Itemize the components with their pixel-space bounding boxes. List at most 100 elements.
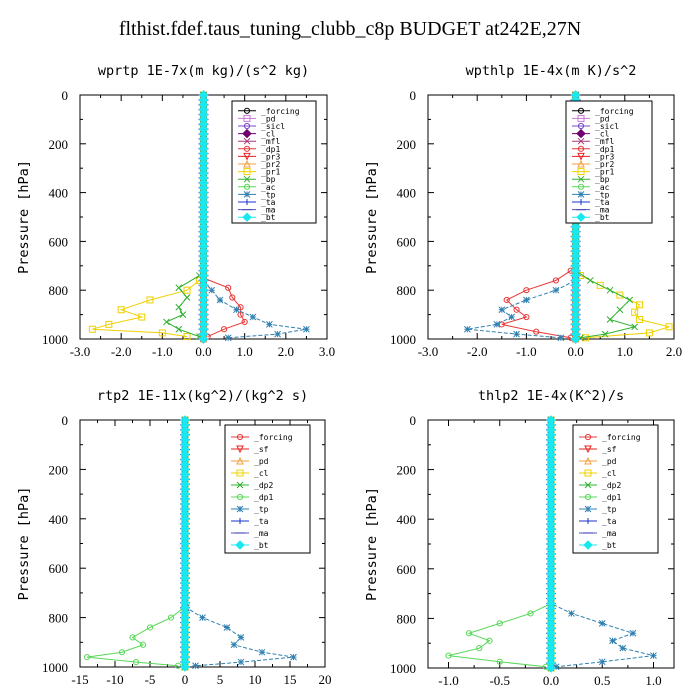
x-tick-label: -2.0 bbox=[467, 344, 488, 359]
data-point bbox=[552, 286, 560, 294]
legend-label: _mfl bbox=[261, 137, 280, 146]
data-point bbox=[619, 644, 627, 652]
x-tick-label: -10 bbox=[106, 672, 123, 687]
legend-marker bbox=[576, 128, 586, 139]
legend-marker bbox=[577, 107, 585, 114]
x-tick-label: 2.0 bbox=[666, 344, 682, 359]
y-tick-label: 0 bbox=[410, 413, 417, 428]
data-point bbox=[175, 303, 183, 311]
data-point bbox=[486, 637, 493, 644]
x-tick-label: -0.5 bbox=[489, 673, 510, 688]
x-tick-label: 0.0 bbox=[543, 673, 559, 688]
y-tick-label: 0 bbox=[410, 88, 417, 103]
data-point bbox=[503, 296, 510, 304]
legend-marker bbox=[584, 456, 592, 465]
data-point bbox=[258, 648, 266, 656]
legend: _forcing _sf _pd _cl _dp2 _dp1 _tp _ta _ma _bt bbox=[572, 424, 659, 554]
data-point bbox=[183, 294, 191, 301]
legend: _forcing _sf _pd _cl _dp2 _dp1 _tp _ta _ma _bt bbox=[224, 424, 311, 554]
data-point bbox=[636, 315, 644, 323]
legend-label: _forcing bbox=[261, 107, 300, 116]
data-point bbox=[237, 634, 245, 641]
data-point bbox=[596, 281, 604, 289]
legend-label: _cl bbox=[595, 130, 610, 139]
legend-marker bbox=[577, 159, 585, 168]
legend-marker bbox=[243, 145, 251, 152]
x-tick-label: 1.0 bbox=[617, 344, 633, 359]
legend-label: _tp bbox=[595, 190, 610, 199]
y-tick-label: 200 bbox=[49, 137, 69, 152]
legend-label: _ac bbox=[595, 183, 610, 192]
series-line bbox=[467, 95, 577, 339]
data-point bbox=[496, 658, 503, 665]
y-tick-label: 600 bbox=[397, 562, 417, 577]
data-point bbox=[523, 313, 530, 321]
data-point bbox=[626, 296, 634, 304]
data-point bbox=[198, 334, 209, 344]
panel-title: wprtp 1E-7x(m kg)/(s^2 kg) bbox=[98, 63, 309, 79]
legend-marker bbox=[243, 152, 251, 161]
legend-marker bbox=[577, 114, 585, 122]
legend-label: _ma bbox=[254, 529, 269, 538]
data-point bbox=[523, 287, 530, 294]
legend-label: _sicl bbox=[595, 122, 619, 131]
chart-panel-thlp2: thlp2 1E-4x(K^2)/s Pressure [hPa] -1.0 -0.5… bbox=[364, 388, 675, 688]
legend-label: _ac bbox=[261, 183, 276, 192]
data-point bbox=[552, 663, 560, 671]
data-point bbox=[175, 284, 183, 292]
data-point bbox=[223, 624, 231, 631]
y-tick-label: 0 bbox=[62, 413, 69, 428]
legend-marker bbox=[584, 445, 592, 454]
data-point bbox=[180, 662, 190, 672]
data-point bbox=[132, 658, 140, 666]
y-axis-label: Pressure [hPa] bbox=[364, 160, 380, 274]
data-point bbox=[513, 306, 520, 313]
data-point bbox=[192, 662, 199, 670]
series-line bbox=[165, 95, 204, 338]
data-point bbox=[650, 652, 657, 659]
data-point bbox=[598, 658, 606, 666]
data-point bbox=[508, 313, 515, 321]
data-point bbox=[220, 326, 228, 333]
legend-marker bbox=[242, 128, 252, 139]
data-point bbox=[230, 641, 238, 649]
x-tick-label: 20 bbox=[319, 672, 332, 687]
legend-label: _forcing bbox=[254, 433, 293, 442]
legend-marker bbox=[236, 433, 244, 441]
y-tick-label: 400 bbox=[49, 512, 69, 527]
legend-label: _bp bbox=[595, 175, 610, 184]
y-tick-label: 0 bbox=[62, 88, 69, 103]
legend-marker bbox=[243, 122, 251, 130]
data-point bbox=[465, 630, 473, 637]
data-point bbox=[496, 620, 503, 627]
legend-label: _bt bbox=[254, 541, 269, 550]
legend-marker bbox=[244, 199, 250, 205]
series-dp1 bbox=[445, 416, 555, 670]
legend-marker bbox=[585, 518, 591, 524]
data-point bbox=[139, 641, 147, 648]
legend-label: _ta bbox=[254, 517, 269, 526]
legend-label: _pr1 bbox=[261, 168, 280, 177]
x-tick-label: 1.0 bbox=[645, 673, 661, 688]
legend-label: _forcing bbox=[602, 433, 641, 442]
y-tick-label: 200 bbox=[49, 462, 69, 477]
series-bt bbox=[180, 415, 190, 672]
legend-label: _pr1 bbox=[595, 168, 614, 177]
chart-panel-wpthlp: wpthlp 1E-4x(m K)/s^2 Pressure [hPa] -3.0 -… bbox=[364, 63, 682, 359]
x-tick-label: 0.0 bbox=[567, 344, 583, 359]
legend-label: _forcing bbox=[595, 107, 634, 116]
y-axis-label: Pressure [hPa] bbox=[16, 160, 32, 274]
data-point bbox=[665, 323, 673, 331]
legend-label: _ta bbox=[261, 198, 276, 207]
legend-label: _pr2 bbox=[595, 160, 614, 169]
legend-marker bbox=[243, 114, 251, 122]
legend-marker bbox=[577, 191, 585, 198]
legend-label: _dp2 bbox=[254, 481, 273, 490]
legend-label: _dp1 bbox=[595, 145, 614, 154]
data-point bbox=[557, 334, 565, 342]
chart-panel-wprtp: wprtp 1E-7x(m kg)/(s^2 kg) Pressure [hPa]… bbox=[16, 63, 335, 359]
data-point bbox=[606, 316, 614, 323]
data-point bbox=[163, 318, 170, 326]
